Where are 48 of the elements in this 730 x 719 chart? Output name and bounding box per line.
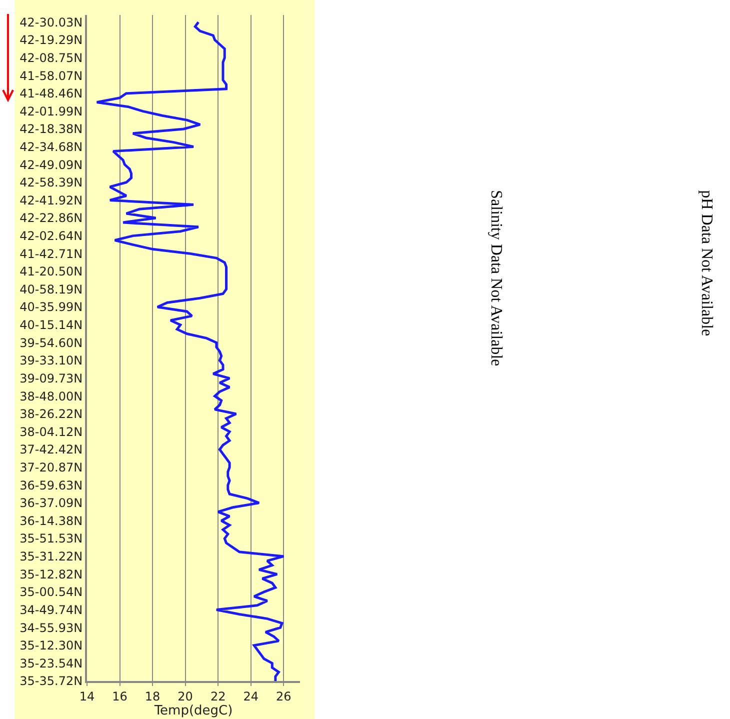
y-tick-label: 35-23.54N (20, 656, 83, 670)
y-tick-label: 36-59.63N (20, 478, 83, 492)
y-tick-label: 34-49.74N (20, 602, 83, 617)
y-tick-label: 35-35.72N (20, 674, 83, 688)
y-tick-label: 34-55.93N (20, 620, 83, 635)
y-tick-label: 42-01.99N (20, 104, 83, 118)
y-tick-label: 35-51.53N (20, 532, 83, 546)
y-tick-label: 40-58.19N (20, 282, 83, 296)
x-axis-title: Temp(degC) (153, 703, 233, 718)
y-tick-label: 36-14.38N (20, 514, 83, 528)
y-tick-label: 37-20.87N (20, 460, 83, 475)
y-tick-label: 38-48.00N (20, 389, 83, 404)
x-tick-label: 18 (144, 689, 160, 704)
y-tick-label: 41-48.46N (20, 86, 83, 101)
y-tick-label: 42-02.64N (20, 229, 83, 244)
y-tick-label: 37-42.42N (20, 442, 83, 457)
y-tick-label: 42-22.86N (20, 211, 83, 226)
text: pH Data Not Available (698, 190, 716, 336)
y-tick-label: 38-26.22N (20, 407, 83, 422)
y-tick-label: 42-41.92N (20, 193, 83, 208)
x-tick-label: 26 (276, 689, 292, 704)
x-tick-label: 16 (112, 689, 128, 704)
y-tick-label: 41-58.07N (20, 68, 83, 83)
y-tick-label: 39-33.10N (20, 354, 83, 368)
x-tick-label: 20 (178, 689, 193, 704)
y-tick-label: 39-09.73N (20, 371, 83, 386)
y-tick-label: 40-35.99N (20, 300, 83, 314)
x-tick-label: 24 (243, 689, 258, 704)
y-tick-label: 35-12.82N (20, 567, 83, 582)
y-tick-label: 42-34.68N (20, 140, 83, 154)
y-tick-label: 41-42.71N (20, 246, 83, 261)
y-tick-label: 35-00.54N (20, 585, 83, 600)
y-tick-label: 36-37.09N (20, 496, 83, 510)
y-tick-label: 35-12.30N (20, 638, 83, 653)
y-tick-label: 42-18.38N (20, 122, 83, 136)
y-tick-label: 42-08.75N (20, 50, 83, 65)
x-tick-label: 22 (210, 689, 226, 704)
x-tick-label: 14 (79, 689, 95, 704)
y-tick-label: 41-20.50N (20, 264, 83, 279)
y-tick-label: 42-49.09N (20, 158, 83, 172)
y-tick-label: 39-54.60N (20, 336, 83, 350)
y-tick-label: 42-19.29N (20, 33, 83, 48)
y-tick-label: 42-30.03N (20, 15, 83, 30)
y-tick-label: 35-31.22N (20, 550, 83, 564)
y-tick-label: 42-58.39N (20, 176, 83, 190)
text: Salinity Data Not Available (487, 190, 504, 366)
y-tick-label: 38-04.12N (20, 424, 83, 439)
y-tick-label: 40-15.14N (20, 318, 83, 332)
